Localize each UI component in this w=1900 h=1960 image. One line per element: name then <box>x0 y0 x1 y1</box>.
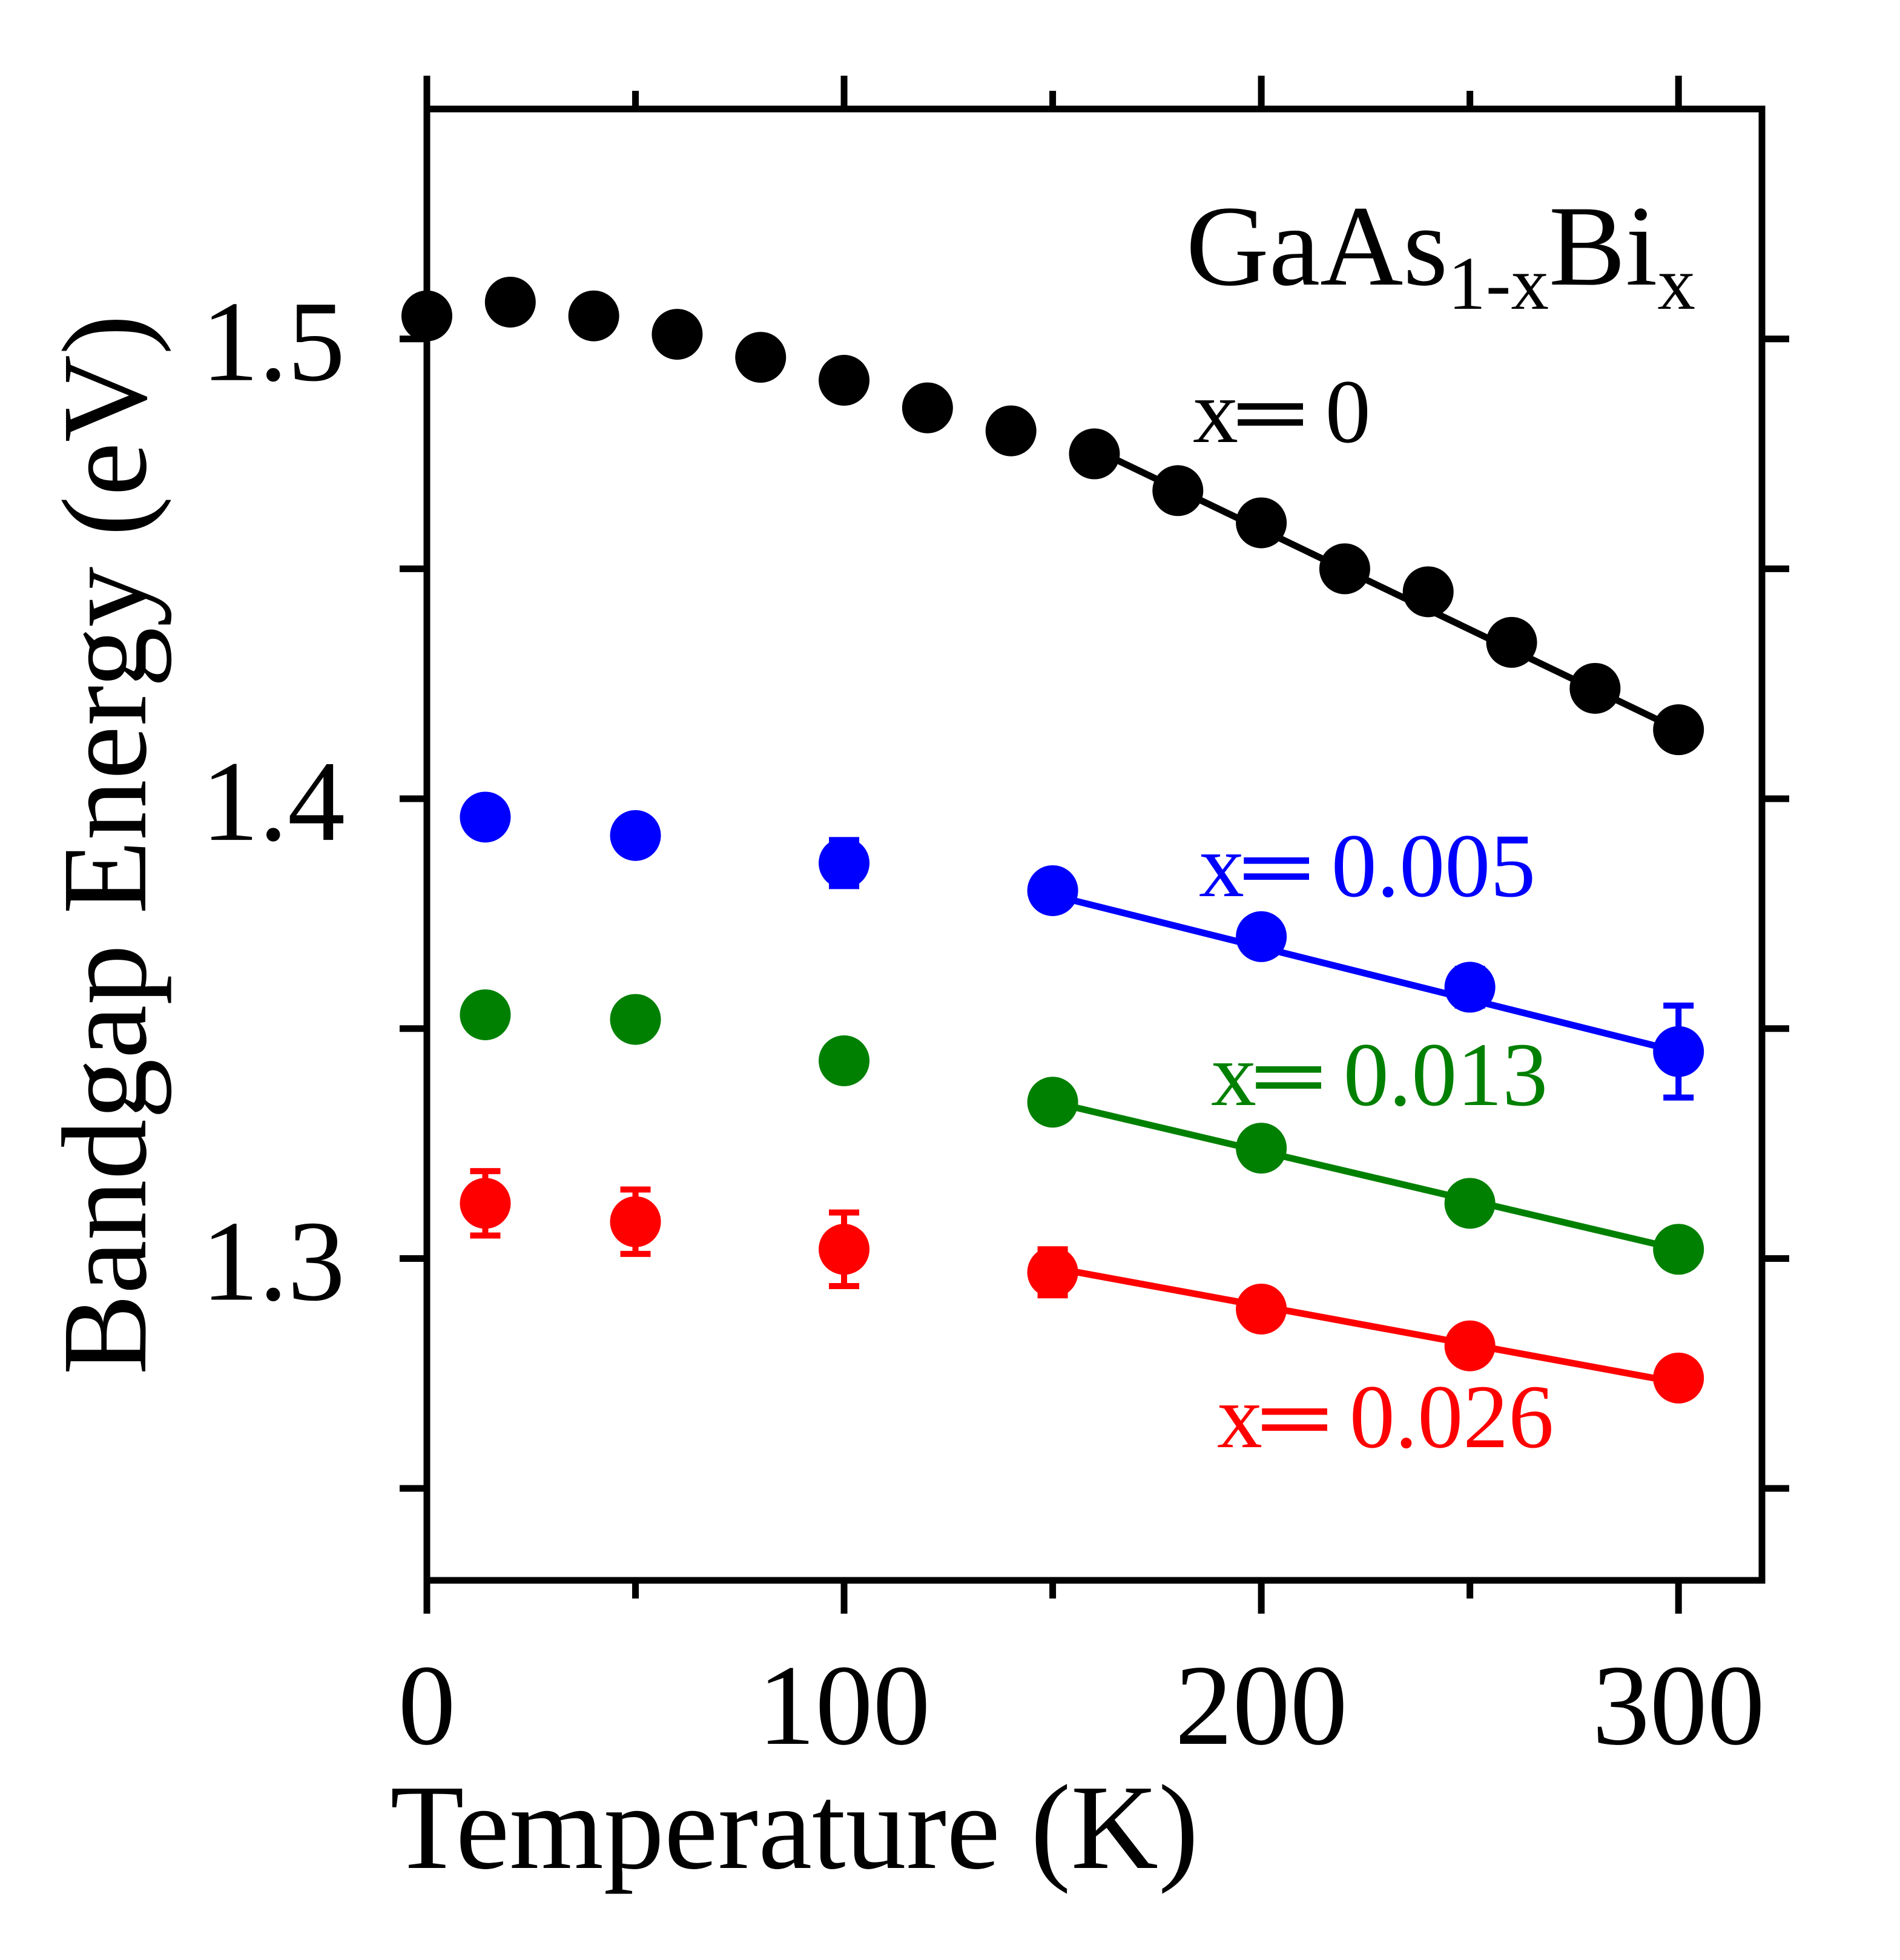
x-axis-title: Temperature (K) <box>390 1761 1198 1895</box>
x-tick-label: 200 <box>1175 1642 1348 1769</box>
data-point <box>1653 1026 1704 1077</box>
data-point <box>1444 1320 1496 1371</box>
data-point <box>1152 465 1204 516</box>
material-formula: GaAs1-xBix <box>1186 183 1695 326</box>
data-point <box>1653 704 1704 756</box>
data-point <box>1027 865 1078 916</box>
data-point <box>1444 962 1496 1013</box>
data-point <box>819 837 870 889</box>
data-points <box>401 276 1704 1404</box>
data-point <box>610 1196 661 1247</box>
data-point <box>1653 1224 1704 1275</box>
fit-line <box>1052 1098 1680 1253</box>
data-point <box>735 332 787 383</box>
data-point <box>1319 543 1370 595</box>
data-point <box>1402 566 1454 618</box>
series-label-x0026: x═ 0.026 <box>1217 1367 1554 1467</box>
data-point <box>1444 1178 1496 1229</box>
data-point <box>819 355 870 406</box>
series-label-x0: x═ 0 <box>1193 361 1371 462</box>
data-point <box>985 405 1037 457</box>
data-point <box>1486 616 1537 668</box>
data-point <box>1236 1283 1287 1335</box>
data-point <box>1027 1247 1078 1298</box>
axis-ticks <box>400 76 1789 1614</box>
y-tick-label: 1.5 <box>202 279 346 406</box>
y-tick-labels: 1.3 1.4 1.5 <box>202 279 346 1325</box>
data-point <box>568 290 619 342</box>
data-point <box>460 989 511 1040</box>
data-point <box>651 309 703 360</box>
plot-area <box>400 76 1789 1614</box>
data-point <box>401 290 452 342</box>
data-point <box>819 1035 870 1086</box>
data-point <box>1027 1077 1078 1128</box>
data-point <box>610 994 661 1045</box>
data-point <box>484 276 536 328</box>
data-point <box>460 1178 511 1229</box>
x-tick-labels: 0 100 200 300 <box>398 1642 1765 1769</box>
series-label-x0013: x═ 0.013 <box>1211 1025 1548 1125</box>
y-tick-label: 1.3 <box>202 1198 346 1325</box>
series-label-x0005: x═ 0.005 <box>1199 816 1536 916</box>
x-tick-label: 300 <box>1592 1642 1765 1769</box>
data-point <box>460 791 511 843</box>
data-point <box>1236 911 1287 962</box>
data-point <box>1236 1123 1287 1174</box>
y-tick-label: 1.4 <box>202 738 346 865</box>
data-point <box>1069 428 1120 480</box>
data-point <box>610 810 661 861</box>
data-point <box>1653 1352 1704 1404</box>
data-point <box>1569 662 1621 714</box>
fit-line <box>1052 892 1680 1055</box>
data-point <box>1236 497 1287 549</box>
x-tick-label: 0 <box>398 1642 456 1769</box>
y-axis-title: Bandgap Energy (eV) <box>38 314 172 1374</box>
plot-frame <box>423 105 1766 1584</box>
fit-line <box>1052 1264 1680 1386</box>
x-tick-label: 100 <box>758 1642 931 1769</box>
data-point <box>819 1224 870 1275</box>
data-point <box>902 382 953 434</box>
